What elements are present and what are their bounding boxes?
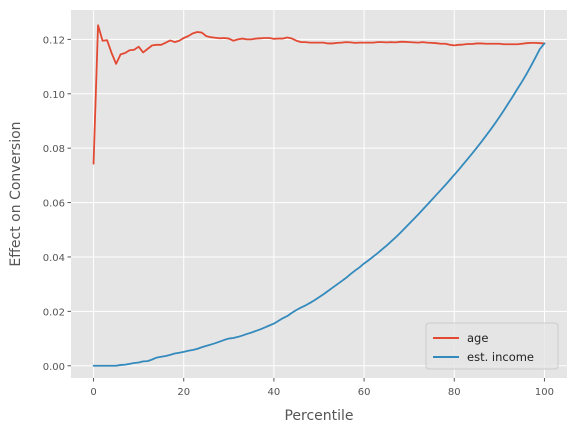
- y-tick-label: 0.10: [43, 90, 65, 101]
- grid-lines: [71, 10, 567, 378]
- y-axis-label: Effect on Conversion: [8, 121, 24, 266]
- x-tick-label: 60: [358, 387, 371, 398]
- x-tick-label: 80: [448, 387, 461, 398]
- legend: age est. income: [425, 322, 559, 370]
- legend-label-age: age: [467, 331, 488, 345]
- x-tick-label: 0: [90, 387, 96, 398]
- y-tick-label: 0.08: [43, 144, 65, 155]
- x-tick-label: 20: [177, 387, 190, 398]
- x-tick-label: 100: [535, 387, 554, 398]
- series-line-est-income: [92, 42, 546, 367]
- plot-area: [71, 10, 567, 378]
- y-tick-label: 0.02: [43, 307, 65, 318]
- y-tick-label: 0.00: [43, 362, 65, 373]
- y-tick-label: 0.06: [43, 199, 65, 210]
- y-tick-label: 0.04: [43, 253, 65, 264]
- y-axis-ticks: 0.00 0.02 0.04 0.06 0.08 0.10 0.12: [43, 35, 71, 373]
- series-lines: [92, 24, 546, 367]
- x-axis-label: Percentile: [284, 408, 353, 424]
- legend-label-est-income: est. income: [467, 350, 534, 364]
- x-axis-ticks: 0 20 40 60 80 100: [90, 378, 554, 398]
- series-line-age: [92, 24, 546, 165]
- x-tick-label: 40: [268, 387, 281, 398]
- y-tick-label: 0.12: [43, 35, 65, 46]
